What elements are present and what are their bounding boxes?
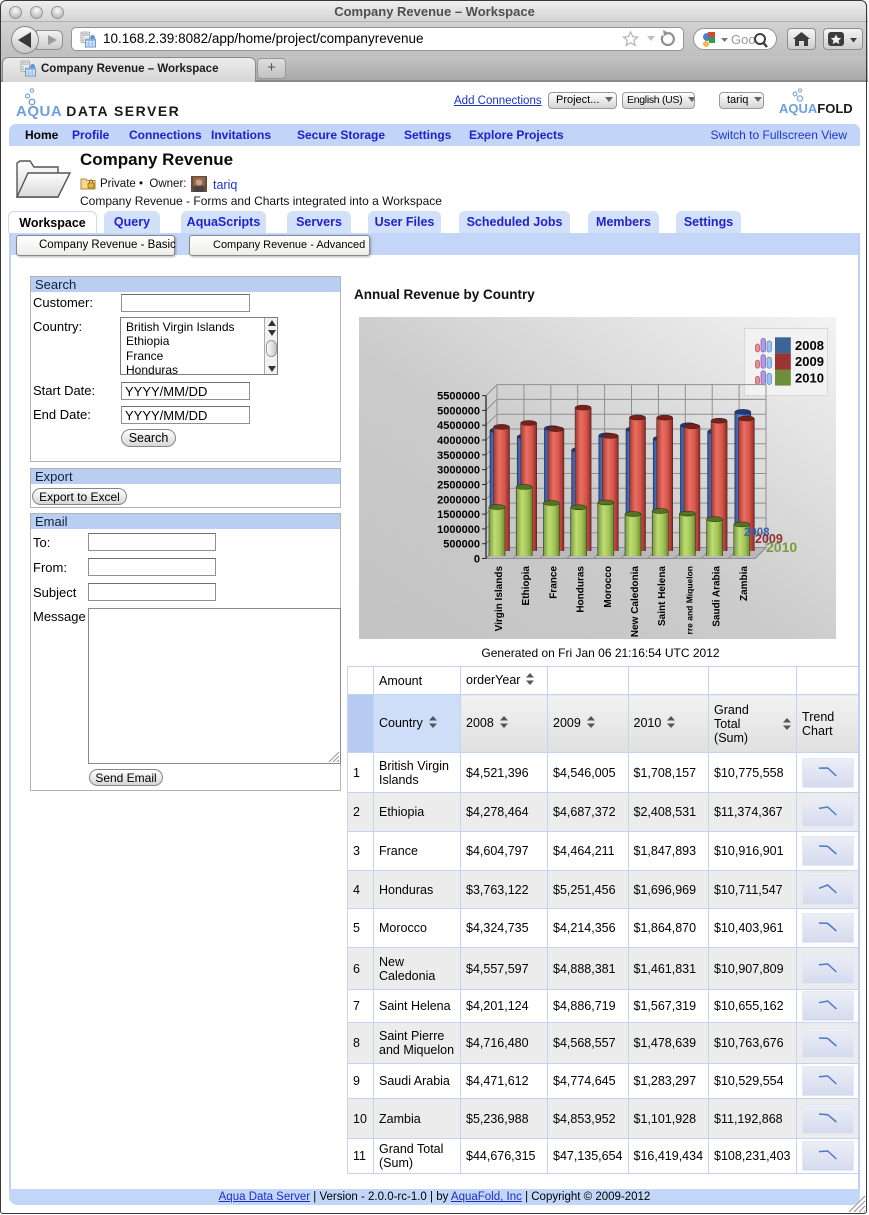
svg-text:3000000: 3000000: [437, 465, 480, 477]
svg-text:New Caledonia: New Caledonia: [630, 566, 641, 638]
svg-text:rre and Miquelon: rre and Miquelon: [684, 566, 694, 634]
svg-text:2008: 2008: [744, 527, 770, 539]
svg-text:Goo: Goo: [731, 32, 756, 47]
svg-text:Saudi Arabia: Saudi Arabia: [712, 566, 723, 627]
svg-text:Virgin Islands: Virgin Islands: [494, 566, 505, 632]
svg-text:2009: 2009: [755, 532, 783, 546]
svg-text:Zambia: Zambia: [739, 566, 750, 601]
svg-text:4500000: 4500000: [437, 420, 480, 432]
svg-text:500000: 500000: [443, 539, 480, 551]
svg-text:2000000: 2000000: [437, 494, 480, 506]
svg-text:1000000: 1000000: [437, 524, 480, 536]
svg-text:France: France: [548, 566, 559, 599]
svg-text:1500000: 1500000: [437, 509, 480, 521]
svg-text:Ethiopia: Ethiopia: [521, 566, 532, 606]
svg-text:2010: 2010: [766, 539, 797, 555]
svg-text:2008: 2008: [795, 338, 824, 353]
svg-text:5000000: 5000000: [437, 405, 480, 417]
svg-text:3500000: 3500000: [437, 450, 480, 462]
svg-text:4000000: 4000000: [437, 435, 480, 447]
svg-text:5500000: 5500000: [437, 391, 480, 403]
svg-text:2500000: 2500000: [437, 480, 480, 492]
svg-text:Morocco: Morocco: [603, 566, 614, 608]
svg-text:Saint Helena: Saint Helena: [657, 566, 668, 626]
svg-text:2009: 2009: [795, 354, 824, 369]
svg-text:Honduras: Honduras: [576, 566, 587, 613]
svg-text:0: 0: [474, 554, 480, 566]
svg-text:2010: 2010: [795, 370, 824, 385]
